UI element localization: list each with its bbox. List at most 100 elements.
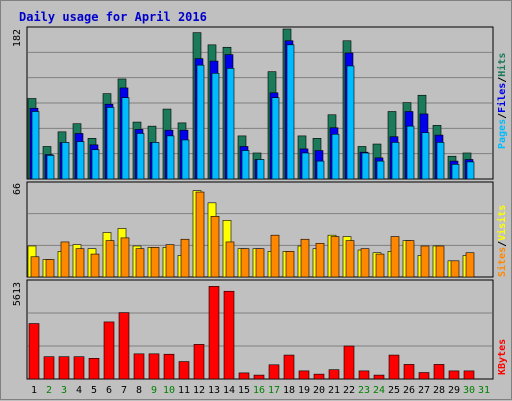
bar-sites-day-30 — [465, 252, 475, 278]
bar-pages-day-19 — [301, 152, 310, 180]
bar-kbytes-day-22 — [343, 345, 355, 380]
x-label-day-29: 29 — [448, 385, 460, 396]
bar-pages-day-6 — [106, 107, 115, 180]
x-label-day-28: 28 — [433, 385, 445, 396]
x-label-day-20: 20 — [313, 385, 325, 396]
bar-sites-day-13 — [210, 216, 220, 278]
bar-sites-day-21 — [330, 236, 340, 278]
x-label-day-26: 26 — [403, 385, 415, 396]
bar-kbytes-day-23 — [358, 370, 370, 380]
x-label-day-17: 17 — [268, 385, 280, 396]
bar-pages-day-9 — [151, 142, 160, 180]
bar-pages-day-30 — [466, 161, 475, 180]
x-label-day-24: 24 — [373, 385, 385, 396]
bar-sites-day-22 — [345, 240, 355, 278]
bar-kbytes-day-20 — [313, 373, 325, 380]
x-label-day-30: 30 — [463, 385, 475, 396]
bar-kbytes-day-24 — [373, 374, 385, 380]
bar-pages-day-17 — [271, 97, 280, 180]
x-label-day-10: 10 — [163, 385, 175, 396]
bar-pages-day-20 — [316, 160, 325, 180]
x-label-day-1: 1 — [31, 385, 37, 396]
x-label-day-9: 9 — [151, 385, 157, 396]
bar-kbytes-day-2 — [43, 356, 55, 380]
bar-sites-day-25 — [390, 236, 400, 278]
x-label-day-22: 22 — [343, 385, 355, 396]
bar-pages-day-2 — [46, 155, 55, 180]
bar-pages-day-14 — [226, 68, 235, 180]
x-label-day-12: 12 — [193, 385, 205, 396]
legend-Visits: Visits — [496, 205, 508, 241]
legend-Pages: Pages — [497, 119, 508, 149]
bar-sites-day-8 — [135, 248, 145, 278]
bar-sites-day-4 — [75, 248, 85, 278]
legend-Files: Files — [496, 83, 508, 113]
bar-sites-day-5 — [90, 253, 100, 278]
bar-kbytes-day-7 — [118, 312, 130, 380]
bar-pages-day-11 — [181, 139, 190, 180]
bar-sites-day-10 — [165, 244, 175, 278]
bar-sites-day-24 — [375, 253, 385, 278]
bar-pages-day-28 — [436, 142, 445, 180]
x-label-day-21: 21 — [328, 385, 340, 396]
bar-pages-day-24 — [376, 160, 385, 180]
bar-pages-day-3 — [61, 142, 70, 180]
bar-kbytes-day-28 — [433, 364, 445, 380]
x-label-day-2: 2 — [46, 385, 52, 396]
bar-pages-day-1 — [31, 111, 40, 180]
x-label-day-15: 15 — [238, 385, 250, 396]
x-label-day-4: 4 — [76, 385, 82, 396]
bar-kbytes-day-17 — [268, 364, 280, 380]
bar-kbytes-day-6 — [103, 321, 115, 380]
x-label-day-18: 18 — [283, 385, 295, 396]
x-label-day-27: 27 — [418, 385, 430, 396]
legend-/: / — [497, 241, 508, 247]
bar-sites-day-29 — [450, 260, 460, 278]
bar-kbytes-day-15 — [238, 372, 250, 380]
bar-kbytes-day-10 — [163, 353, 175, 380]
x-label-day-8: 8 — [136, 385, 142, 396]
bar-sites-day-17 — [270, 234, 280, 278]
bar-pages-day-18 — [286, 44, 295, 180]
bar-sites-day-14 — [225, 241, 235, 278]
bar-kbytes-day-19 — [298, 370, 310, 380]
bar-sites-day-27 — [420, 245, 430, 278]
bar-sites-day-19 — [300, 238, 310, 278]
bar-sites-day-11 — [180, 238, 190, 278]
bar-pages-day-21 — [331, 133, 340, 180]
legend-Hits: Hits — [496, 53, 508, 77]
bar-pages-day-26 — [406, 125, 415, 180]
bar-kbytes-day-12 — [193, 344, 205, 380]
bar-pages-day-12 — [196, 64, 205, 180]
bar-sites-day-7 — [120, 237, 130, 278]
bar-pages-day-10 — [166, 135, 175, 180]
x-label-day-6: 6 — [106, 385, 112, 396]
bar-kbytes-day-14 — [223, 290, 235, 380]
bar-kbytes-day-9 — [148, 353, 160, 380]
bar-pages-day-7 — [121, 97, 130, 180]
x-label-day-7: 7 — [121, 385, 127, 396]
bar-kbytes-day-11 — [178, 361, 190, 380]
legend-Sites: Sites — [496, 247, 508, 277]
legend-top: Pages/Files/Hits — [496, 53, 508, 149]
bar-sites-day-12 — [195, 191, 205, 278]
bar-kbytes-day-13 — [208, 286, 220, 380]
x-label-day-11: 11 — [178, 385, 190, 396]
bar-pages-day-8 — [136, 133, 145, 180]
bar-pages-day-5 — [91, 149, 100, 180]
bar-kbytes-day-16 — [253, 374, 265, 380]
bar-kbytes-day-8 — [133, 353, 145, 380]
bar-sites-day-15 — [240, 248, 250, 278]
bar-kbytes-day-21 — [328, 369, 340, 380]
bar-sites-day-20 — [315, 242, 325, 278]
x-label-day-14: 14 — [223, 385, 235, 396]
bar-pages-day-25 — [391, 142, 400, 180]
x-label-day-23: 23 — [358, 385, 370, 396]
bar-sites-day-26 — [405, 240, 415, 278]
bar-sites-day-6 — [105, 240, 115, 278]
legend-/: / — [497, 77, 508, 83]
legend-bottom: KBytes — [497, 339, 508, 375]
bar-pages-day-4 — [76, 141, 85, 180]
